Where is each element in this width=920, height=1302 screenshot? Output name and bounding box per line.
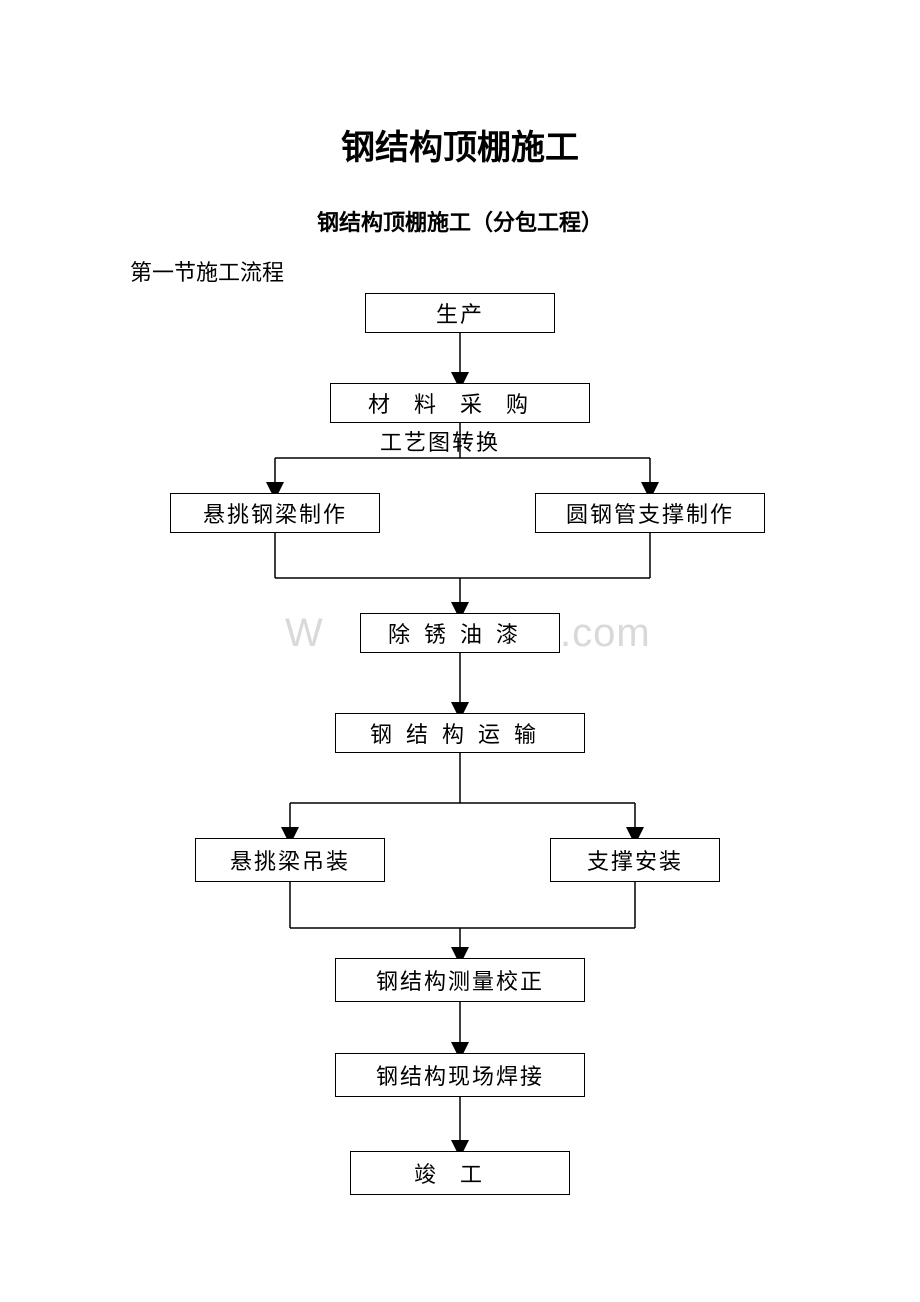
flow-node: 悬挑梁吊装 — [195, 838, 385, 882]
main-title: 钢结构顶棚施工 — [60, 120, 860, 169]
flow-node: 圆钢管支撑制作 — [535, 493, 765, 533]
flow-node: 支撑安装 — [550, 838, 720, 882]
flow-node: 材料采购 — [330, 383, 590, 423]
flow-node: 除锈油漆 — [360, 613, 560, 653]
flow-node: 生产 — [365, 293, 555, 333]
flow-node: 竣工 — [350, 1151, 570, 1195]
flow-label: 工艺图转换 — [380, 425, 500, 457]
flow-node: 悬挑钢梁制作 — [170, 493, 380, 533]
flow-node: 钢结构现场焊接 — [335, 1053, 585, 1097]
flow-node: 钢结构运输 — [335, 713, 585, 753]
section-heading: 第一节施工流程 — [130, 255, 860, 287]
flowchart: W .com 生产材料采购工艺图转换悬挑钢梁制作圆钢管支撑制作除锈油漆钢结构运输… — [60, 293, 860, 1203]
flow-node: 钢结构测量校正 — [335, 958, 585, 1002]
subtitle: 钢结构顶棚施工（分包工程） — [60, 205, 860, 237]
document-page: 钢结构顶棚施工 钢结构顶棚施工（分包工程） 第一节施工流程 W .com 生产材… — [0, 0, 920, 1263]
